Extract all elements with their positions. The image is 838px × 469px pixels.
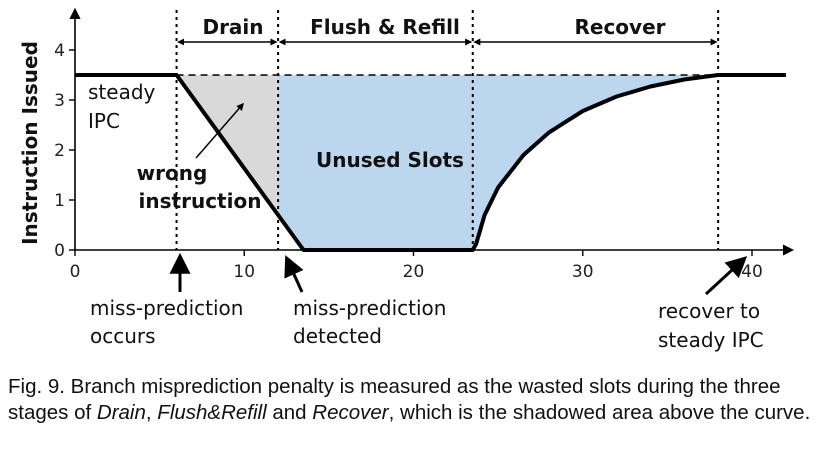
unused-slots-label: Unused Slots <box>316 148 464 172</box>
y-tick-label: 3 <box>54 91 65 111</box>
y-tick-label: 4 <box>54 41 65 61</box>
caption-prefix: Fig. 9. Branch misprediction penalty is … <box>8 375 781 424</box>
x-tick-label: 20 <box>403 262 425 282</box>
unused-slots-area <box>278 75 719 250</box>
caption-drain: Drain <box>96 401 146 424</box>
x-tick-label: 10 <box>233 262 255 282</box>
wrong-instruction-pointer <box>195 102 244 159</box>
x-tick-label: 30 <box>572 262 594 282</box>
x-tick-label: 40 <box>741 262 763 282</box>
phase-label-flush: Flush & Refill <box>310 15 460 39</box>
branch-penalty-chart: 0 10 20 30 40 0 1 2 3 4 Drain Flush & Refill Reco… <box>18 7 795 352</box>
wrong-instruction-label-line1: wrong <box>137 161 208 185</box>
caption-suffix: , which is the shadowed area above the c… <box>388 401 811 424</box>
steady-ipc-label-line1: steady <box>88 80 156 104</box>
phase-boundary-lines <box>175 10 720 250</box>
recover-steady-line2: steady IPC <box>658 328 764 352</box>
caption-sep2: and <box>266 401 313 424</box>
axis-ticks: 0 10 20 30 40 0 1 2 3 4 <box>54 41 763 282</box>
y-tick-label: 1 <box>54 191 65 211</box>
drain-wasted-area <box>176 75 279 215</box>
x-tick-label: 0 <box>70 262 81 282</box>
y-axis-label: Instruction Issued <box>18 41 42 245</box>
recover-steady-line1: recover to <box>658 299 760 323</box>
caption-flush: Flush&Refill <box>157 401 267 424</box>
caption-recover: Recover <box>312 401 389 424</box>
y-tick-label: 2 <box>54 141 65 161</box>
miss-detected-arrow <box>284 255 304 293</box>
miss-detected-line1: miss-prediction <box>293 296 446 320</box>
miss-occurs-line2: occurs <box>90 324 156 348</box>
ipc-curve <box>75 73 786 252</box>
y-tick-label: 0 <box>54 241 65 261</box>
figure-caption: Fig. 9. Branch misprediction penalty is … <box>8 374 834 426</box>
phase-label-drain: Drain <box>202 15 263 39</box>
miss-detected-line2: detected <box>293 324 382 348</box>
miss-occurs-line1: miss-prediction <box>90 296 243 320</box>
caption-sep1: , <box>145 401 158 424</box>
wrong-instruction-label-line2: instruction <box>139 189 262 213</box>
recover-steady-arrow <box>704 256 748 296</box>
phase-label-recover: Recover <box>574 15 665 39</box>
steady-ipc-label-line2: IPC <box>88 109 120 133</box>
